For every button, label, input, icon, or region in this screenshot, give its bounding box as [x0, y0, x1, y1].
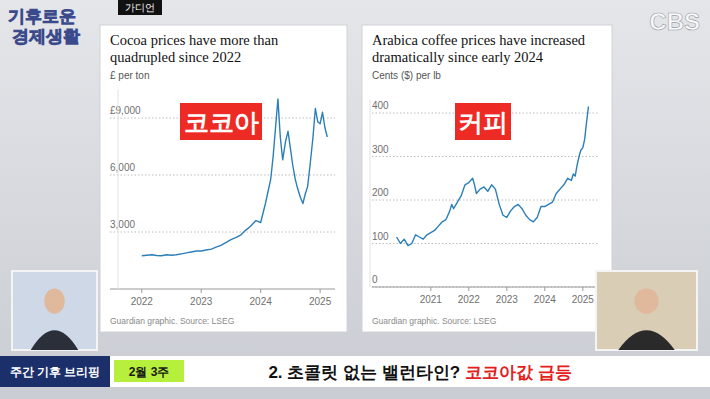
headline-highlight: 코코아값 급등: [465, 363, 572, 382]
y-axis-line: [118, 90, 119, 290]
chart-title: Arabica coffee prices have increaseddram…: [372, 32, 586, 65]
presenter-inset: [596, 271, 697, 350]
y-tick-label: 200: [372, 187, 389, 198]
logo: 기후로운경제생활: [8, 7, 80, 46]
x-tick-label: 2022: [458, 294, 481, 305]
screen: 기후로운경제생활 가디언 CBS Cocoa prices have more tha…: [0, 0, 710, 399]
inset-frame: [12, 271, 97, 350]
y-tick-label: 300: [372, 144, 389, 155]
logo-line: 기후로운: [8, 7, 76, 26]
x-tick: [141, 289, 142, 293]
title-line: Cocoa prices have more than: [110, 32, 279, 48]
headline: 2. 초콜릿 없는 밸런타인? 코코아값 급등: [268, 363, 571, 382]
y-axis-label: £ per ton: [110, 70, 149, 81]
x-tick: [506, 287, 507, 291]
grid-line: [372, 287, 598, 288]
x-tick-label: 2024: [534, 294, 557, 305]
grid-line: [372, 200, 598, 201]
grid-line: [110, 175, 335, 176]
head: [44, 288, 64, 313]
week-box: [114, 360, 184, 382]
price-line: [142, 99, 327, 256]
y-tick-label: 3,000: [110, 219, 135, 230]
week: 2월 3주: [129, 365, 170, 379]
body: [618, 330, 675, 350]
annotation: 코코아: [184, 108, 259, 136]
x-tick-label: 2022: [131, 296, 154, 307]
price-line: [397, 107, 589, 246]
x-tick-label: 2023: [496, 294, 519, 305]
data-group: [397, 107, 589, 246]
x-tick: [260, 289, 261, 293]
y-tick-label: £9,000: [110, 105, 141, 116]
title-line: quadrupled since 2022: [110, 49, 241, 65]
x-tick: [201, 289, 202, 293]
presenter-inset: [12, 271, 97, 350]
data-group: [142, 99, 327, 256]
x-tick: [430, 287, 431, 291]
chart: Cocoa prices have more thanquadrupled si…: [100, 25, 347, 332]
title-line: Arabica coffee prices have increased: [372, 32, 586, 48]
source: Guardian graphic. Source: LSEG: [110, 316, 234, 326]
body: [31, 330, 79, 350]
y-tick-label: 6,000: [110, 162, 135, 173]
grid-line: [372, 156, 598, 157]
source-tag: 가디언: [125, 2, 155, 13]
source: Guardian graphic. Source: LSEG: [372, 316, 496, 326]
y-tick-label: 100: [372, 231, 389, 242]
chart: Arabica coffee prices have increaseddram…: [362, 25, 612, 332]
background: [0, 0, 710, 399]
x-axis-line: [110, 289, 335, 290]
grid-line: [110, 232, 335, 233]
x-tick: [468, 287, 469, 291]
x-tick: [320, 289, 321, 293]
x-tick-label: 2025: [572, 294, 595, 305]
headline-main: 2. 초콜릿 없는 밸런타인?: [268, 363, 464, 382]
headline-bar: [0, 356, 710, 387]
annotation-box: [180, 103, 262, 140]
annotation: 커피: [458, 108, 508, 136]
x-tick-label: 2023: [190, 296, 213, 307]
title-line: dramatically since early 2024: [372, 49, 544, 65]
y-tick-label: 400: [372, 100, 389, 111]
x-tick: [544, 287, 545, 291]
y-axis-label: Cents ($) per lb: [372, 70, 441, 81]
x-axis-line: [372, 287, 598, 288]
chart-title: Cocoa prices have more thanquadrupled si…: [110, 32, 279, 65]
head: [634, 288, 658, 313]
segment: 주간 기후 브리핑: [10, 365, 101, 379]
x-tick: [582, 287, 583, 291]
x-tick-label: 2025: [309, 296, 332, 307]
segment-box: [0, 356, 110, 387]
y-tick-label: 0: [372, 274, 378, 285]
x-tick-label: 2021: [420, 294, 443, 305]
chart-card: [362, 25, 612, 332]
channel-logo: CBS: [649, 8, 700, 35]
logo-line: 경제생활: [12, 27, 80, 46]
x-tick-label: 2024: [250, 296, 273, 307]
y-axis-line: [370, 100, 371, 287]
source-tag-box: [118, 0, 162, 15]
chart-card: [100, 25, 347, 332]
inset-frame: [596, 271, 697, 350]
annotation-box: [455, 103, 511, 140]
